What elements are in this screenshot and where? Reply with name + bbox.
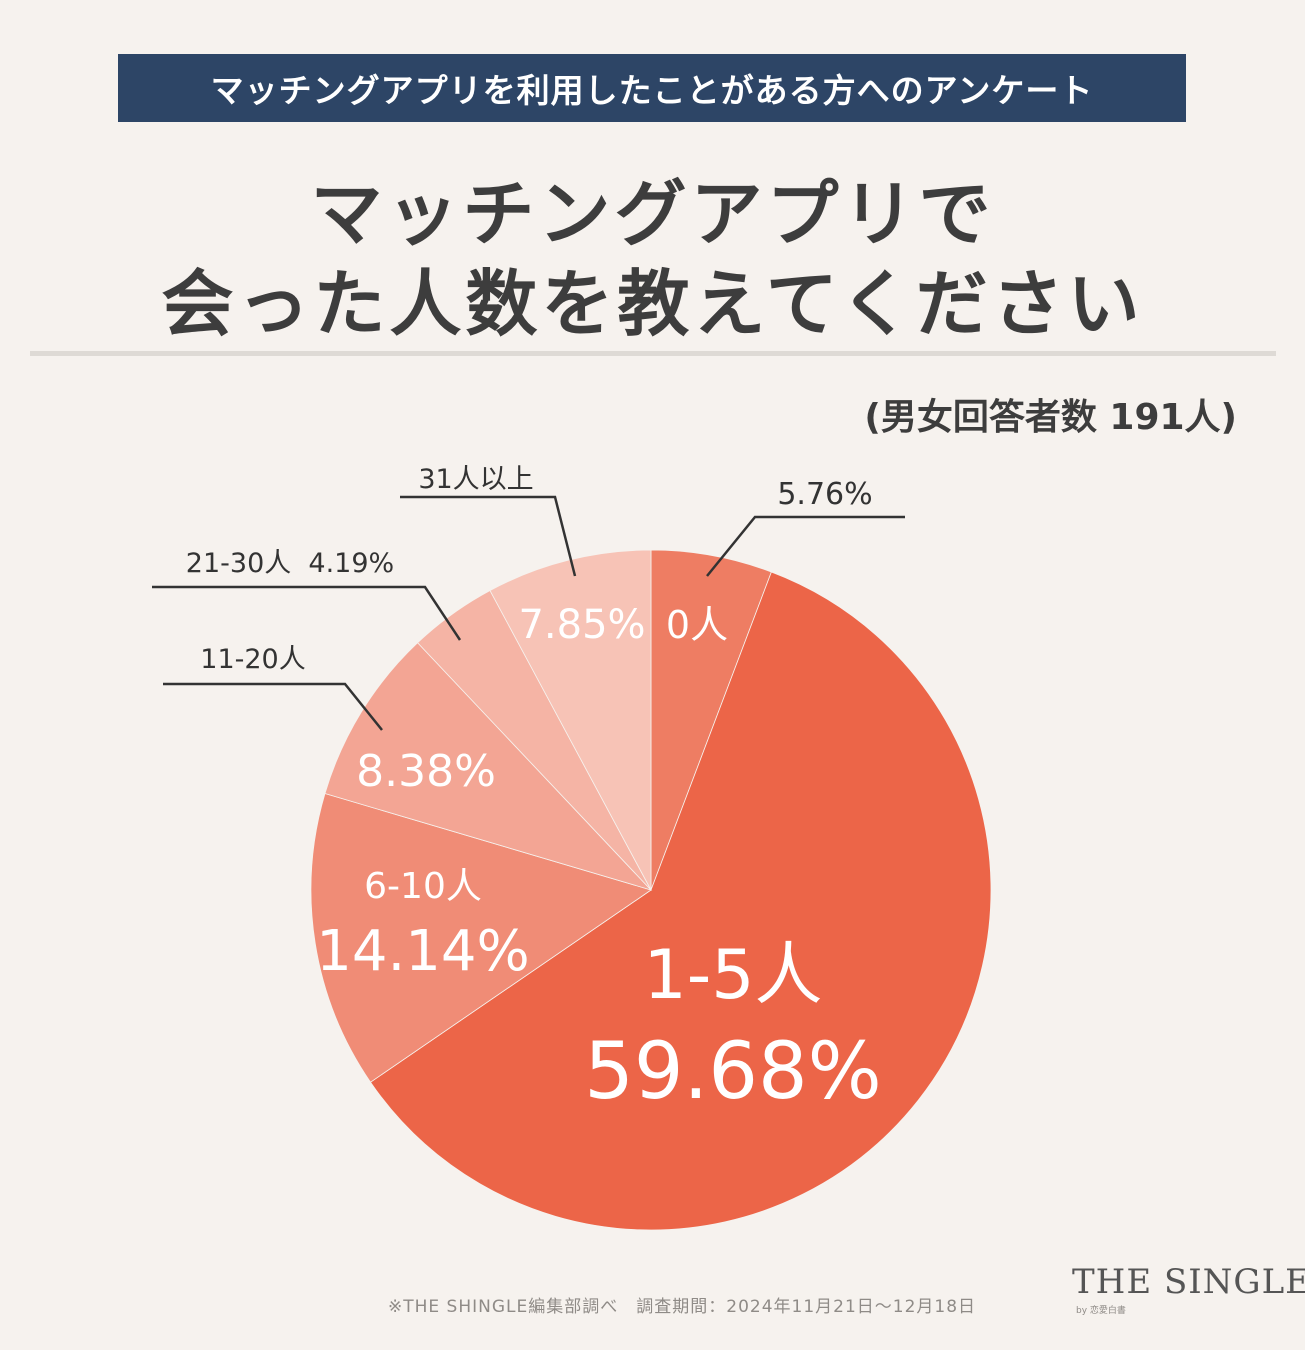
slice-value-11-20: 8.38% [356, 746, 496, 797]
page-title-line1: マッチングアプリで [310, 172, 995, 256]
respondent-count: (男女回答者数 191人) [864, 397, 1237, 438]
pie-slice-1 [369, 571, 992, 1231]
pie-slice-5 [489, 549, 652, 891]
pie-slice-0 [650, 549, 772, 891]
leader-over-31 [400, 495, 577, 577]
page-title-line2: 会った人数を教えてください [161, 262, 1144, 346]
pie-slice-2 [310, 793, 652, 1083]
leader-21-30 [152, 585, 462, 641]
title-divider [30, 351, 1276, 356]
brand-logo: THE SINGLE [1072, 1262, 1305, 1302]
callout-over-31: 31人以上 [418, 464, 533, 495]
callout-range-11-20: 11-20人 [200, 644, 305, 675]
brand-logo-sub: by 恋愛白書 [1076, 1306, 1126, 1316]
slice-label-6-10: 6-10人 [364, 866, 482, 907]
leader-11-20 [163, 682, 383, 731]
slice-label-0: 0人 [666, 603, 728, 647]
slice-value-6-10: 14.14% [316, 919, 530, 984]
survey-footnote: ※THE SHINGLE編集部調べ 調査期間：2024年11月21日～12月18… [388, 1297, 977, 1317]
pie-slice-3 [324, 642, 653, 891]
survey-banner: マッチングアプリを利用したことがある方へのアンケート [118, 54, 1186, 122]
callout-zero-value: 5.76% [777, 477, 872, 512]
leader-zero [706, 515, 905, 577]
callout-range-21-30: 21-30人 4.19% [186, 548, 394, 579]
slice-label-1-5: 1-5人 [643, 936, 822, 1015]
slice-value-1-5: 59.68% [584, 1027, 881, 1117]
slice-value-31-plus: 7.85% [518, 602, 645, 648]
